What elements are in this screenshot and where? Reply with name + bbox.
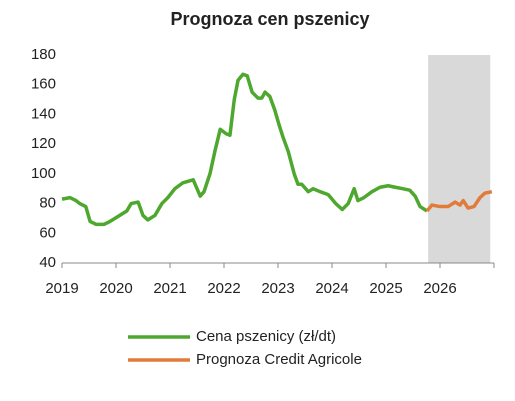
y-tick-label: 100 <box>31 165 56 182</box>
x-tick-label: 2025 <box>369 280 402 297</box>
forecast-shade <box>428 55 491 263</box>
x-tick-label: 2024 <box>315 280 348 297</box>
x-tick-label: 2021 <box>153 280 186 297</box>
y-tick-label: 60 <box>39 224 56 241</box>
series-line <box>425 189 493 213</box>
x-tick-label: 2026 <box>423 280 456 297</box>
x-tick-label: 2019 <box>45 280 78 297</box>
y-tick-label: 140 <box>31 105 56 122</box>
legend-label: Cena pszenicy (zł/dt) <box>196 328 336 345</box>
legend-label: Prognoza Credit Agricole <box>196 351 362 368</box>
x-tick-label: 2023 <box>261 280 294 297</box>
series-line <box>61 72 428 227</box>
chart-title: Prognoza cen pszenicy <box>170 9 369 29</box>
y-tick-label: 80 <box>39 195 56 212</box>
x-tick-label: 2022 <box>207 280 240 297</box>
y-tick-label: 120 <box>31 135 56 152</box>
y-tick-label: 180 <box>31 46 56 63</box>
y-tick-label: 40 <box>39 254 56 271</box>
x-tick-label: 2020 <box>99 280 132 297</box>
y-tick-label: 160 <box>31 76 56 93</box>
